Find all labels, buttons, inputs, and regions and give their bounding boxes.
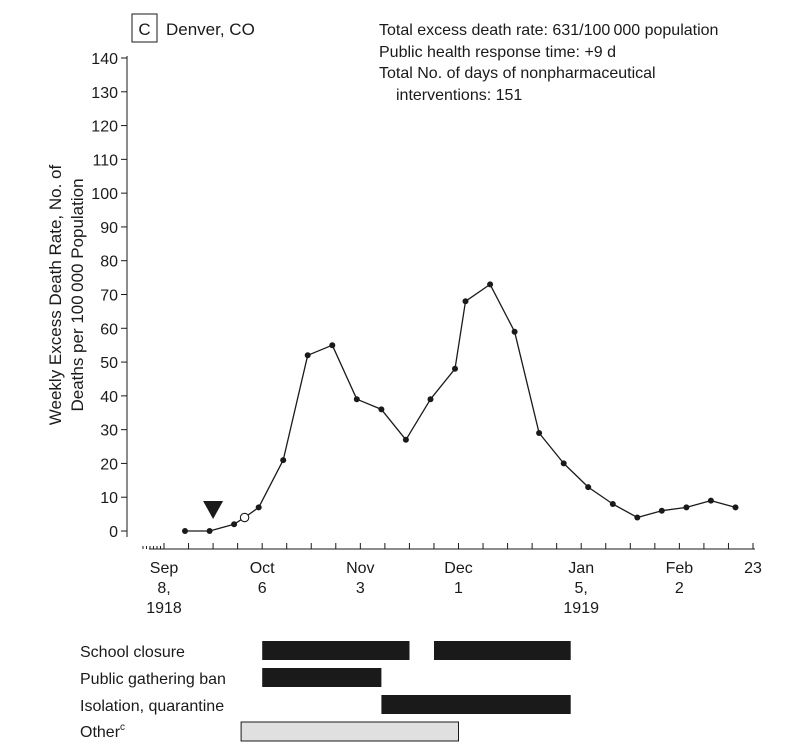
x-tick-label: 5,: [575, 580, 588, 597]
x-tick-label: Dec: [444, 560, 472, 577]
intervention-bar: [262, 668, 382, 687]
x-tick-label: 8,: [157, 580, 170, 597]
y-tick-label: 10: [100, 490, 118, 507]
y-tick-label: 40: [100, 389, 118, 406]
series-line: [185, 283, 736, 532]
data-point: [585, 484, 592, 491]
y-tick-label: 50: [100, 355, 118, 372]
stat-total-excess-death-rate: Total excess death rate: 631/100 000 pop…: [379, 22, 718, 39]
panel-letter-box: [131, 13, 158, 43]
stats-block: Total excess death rate: 631/100 000 pop…: [379, 22, 718, 104]
stat-npi-days-line2: interventions: 151: [396, 87, 522, 104]
y-axis: 0 10 20 30 40 50 60 70 80 90 100 110 120 130 140: [91, 51, 128, 541]
x-tick-label: Feb: [666, 560, 694, 577]
intervention-bar: [240, 721, 459, 742]
data-point: [707, 497, 714, 504]
response-marker-layer: [203, 501, 224, 519]
data-point: [304, 352, 311, 359]
intervention-label-isolation-quarantine: Isolation, quarantine: [80, 698, 224, 715]
data-point: [182, 528, 188, 534]
intervention-bar: [381, 695, 571, 714]
y-tick-label: 120: [91, 119, 118, 136]
data-point: [487, 281, 494, 288]
y-tick-label: 0: [109, 524, 118, 541]
data-point: [609, 501, 616, 507]
intervention-labels: School closure Public gathering ban Isol…: [80, 644, 226, 741]
intervention-label-other: Otherc: [80, 722, 125, 741]
stat-npi-days-line1: Total No. of days of nonpharmaceutical: [379, 65, 656, 82]
y-tick-label: 30: [100, 423, 118, 440]
y-tick-label: 80: [100, 254, 118, 271]
data-point: [732, 504, 739, 511]
intervention-bar: [262, 641, 410, 660]
data-point: [683, 504, 690, 511]
y-tick-label: 100: [91, 186, 118, 203]
response-marker-icon: [203, 501, 224, 519]
y-tick-label: 140: [91, 51, 118, 68]
y-tick-label: 60: [100, 321, 118, 338]
y-tick-label: 90: [100, 220, 118, 237]
data-point: [536, 430, 543, 436]
intervention-label-other-text: Other: [80, 724, 121, 741]
x-tick-label: 2: [675, 580, 684, 597]
y-axis-label: Weekly Excess Death Rate, No. of Deaths …: [46, 164, 87, 425]
data-point-open: [239, 512, 250, 523]
data-point: [231, 521, 238, 528]
intervention-bar: [434, 641, 571, 660]
x-axis: Sep 8, 1918 Oct 6 Nov 3 Dec 1 Jan 5, 1919 Feb 2 23: [142, 543, 762, 617]
series-polyline: [185, 283, 736, 532]
intervention-label-public-gathering-ban: Public gathering ban: [80, 671, 226, 688]
data-point: [427, 396, 434, 403]
data-point: [280, 457, 287, 464]
x-tick-label: 1919: [563, 600, 599, 617]
y-tick-label: 130: [91, 85, 118, 102]
intervention-label-other-footnote: c: [120, 722, 125, 733]
data-point: [634, 514, 641, 521]
x-tick-label: Oct: [250, 560, 275, 577]
data-point: [329, 342, 336, 349]
data-point: [206, 528, 213, 534]
y-tick-label: 70: [100, 288, 118, 305]
data-point: [402, 436, 409, 443]
data-point: [560, 460, 567, 467]
y-axis-label-line2: Deaths per 100 000 Population: [68, 178, 87, 411]
data-point: [658, 507, 665, 514]
data-point: [511, 328, 518, 335]
x-tick-label: Sep: [150, 560, 179, 577]
data-point: [462, 298, 469, 305]
city-title: Denver, CO: [166, 20, 255, 39]
data-point: [255, 504, 262, 511]
x-tick-label: Jan: [568, 560, 594, 577]
data-point: [353, 396, 360, 403]
data-point: [452, 365, 458, 372]
intervention-bars: [240, 641, 571, 742]
series-points: [182, 281, 739, 534]
y-tick-label: 110: [92, 152, 118, 169]
intervention-label-school-closure: School closure: [80, 644, 185, 661]
data-point: [378, 406, 385, 413]
panel-letter: C: [138, 20, 150, 39]
y-axis-label-line1: Weekly Excess Death Rate, No. of: [46, 164, 65, 425]
x-tick-label: 1: [454, 580, 463, 597]
x-tick-label: Nov: [346, 560, 374, 577]
x-tick-label: 23: [744, 560, 762, 577]
x-tick-label: 1918: [146, 600, 182, 617]
stat-response-time: Public health response time: +9 d: [379, 44, 616, 61]
x-tick-label: 6: [258, 580, 267, 597]
y-tick-label: 20: [100, 456, 118, 473]
x-tick-label: 3: [356, 580, 365, 597]
